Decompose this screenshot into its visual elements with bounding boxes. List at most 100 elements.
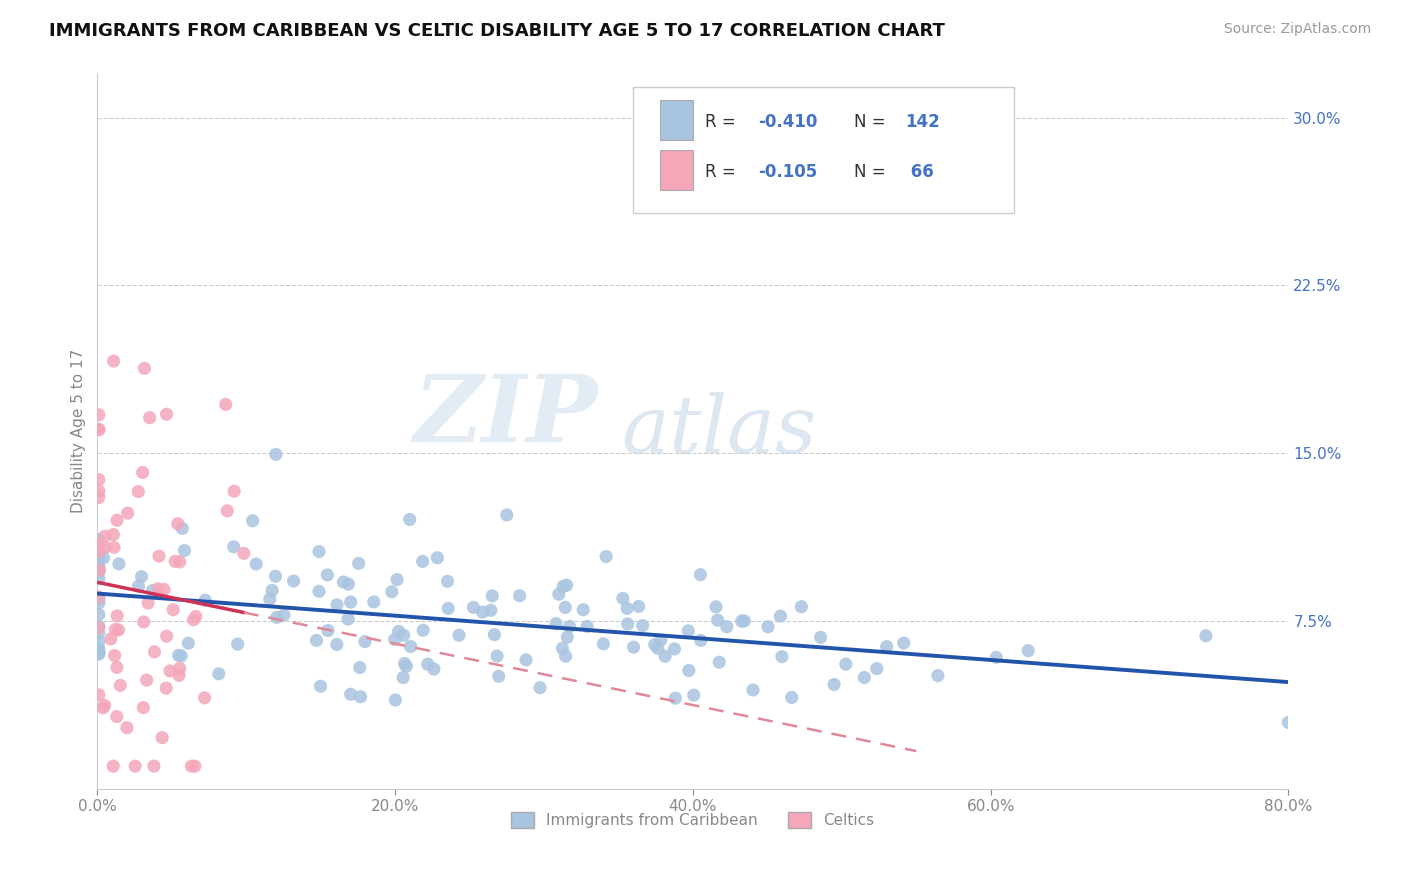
Point [308,544,330,558]
Point [266,610,288,624]
Text: ZIP: ZIP [413,371,598,461]
Point [423,662,446,676]
Point [166,516,188,531]
Point [790,599,813,614]
Point [100,632,122,646]
Text: 66: 66 [905,162,934,181]
Point [283,574,305,588]
Point [927,668,949,682]
Point [742,683,765,698]
Point [394,657,416,671]
Point [554,649,576,664]
Point [87,647,110,661]
Point [547,587,569,601]
Point [87,423,110,437]
Legend: Immigrants from Caribbean, Celtics: Immigrants from Caribbean, Celtics [505,806,880,835]
Point [769,609,792,624]
Text: 142: 142 [905,112,939,130]
Point [412,624,434,638]
Text: Source: ZipAtlas.com: Source: ZipAtlas.com [1223,22,1371,37]
Point [104,648,127,663]
Point [592,637,614,651]
Point [436,574,458,589]
Point [876,640,898,654]
Text: -0.410: -0.410 [758,112,818,130]
Point [143,645,166,659]
Point [127,484,149,499]
Point [180,759,202,773]
Point [87,473,110,487]
Point [138,410,160,425]
Point [627,599,650,614]
Text: R =: R = [704,112,741,130]
Point [165,554,187,568]
Point [104,623,127,637]
Point [595,549,617,564]
Point [132,700,155,714]
Point [87,591,110,606]
Point [835,657,858,672]
Point [471,605,494,619]
Point [616,601,638,615]
Point [381,584,404,599]
Point [87,553,110,567]
Point [546,616,568,631]
Point [893,636,915,650]
Point [337,577,360,591]
Point [631,618,654,632]
Point [339,687,361,701]
Point [316,624,339,638]
Point [529,681,551,695]
Point [326,598,349,612]
Point [309,679,332,693]
Point [385,573,408,587]
Point [437,601,460,615]
Point [986,650,1008,665]
Text: N =: N = [853,112,890,130]
Point [332,574,354,589]
Point [509,589,531,603]
Point [495,508,517,522]
Point [704,599,727,614]
Point [87,537,110,551]
Point [316,568,339,582]
Point [756,620,779,634]
Point [384,693,406,707]
Point [245,557,267,571]
Point [551,641,574,656]
Point [426,550,449,565]
Point [169,661,191,675]
Point [339,595,361,609]
Point [87,596,110,610]
Point [388,624,411,639]
Point [709,655,731,669]
Point [87,619,110,633]
Point [654,649,676,664]
Point [208,666,231,681]
Point [87,646,110,660]
Point [87,538,110,552]
Point [91,700,114,714]
Point [447,628,470,642]
Text: N =: N = [853,162,890,181]
Point [678,664,700,678]
Point [363,595,385,609]
Point [177,636,200,650]
Point [273,608,295,623]
Point [167,648,190,663]
Point [354,634,377,648]
Point [184,759,207,773]
Point [87,607,110,622]
Point [823,677,845,691]
Point [103,527,125,541]
Point [242,514,264,528]
Point [1277,715,1299,730]
Text: atlas: atlas [621,392,817,469]
Point [689,567,711,582]
Point [731,614,754,628]
Point [107,623,129,637]
Point [733,614,755,628]
Point [347,557,370,571]
Point [515,653,537,667]
Point [87,560,110,574]
